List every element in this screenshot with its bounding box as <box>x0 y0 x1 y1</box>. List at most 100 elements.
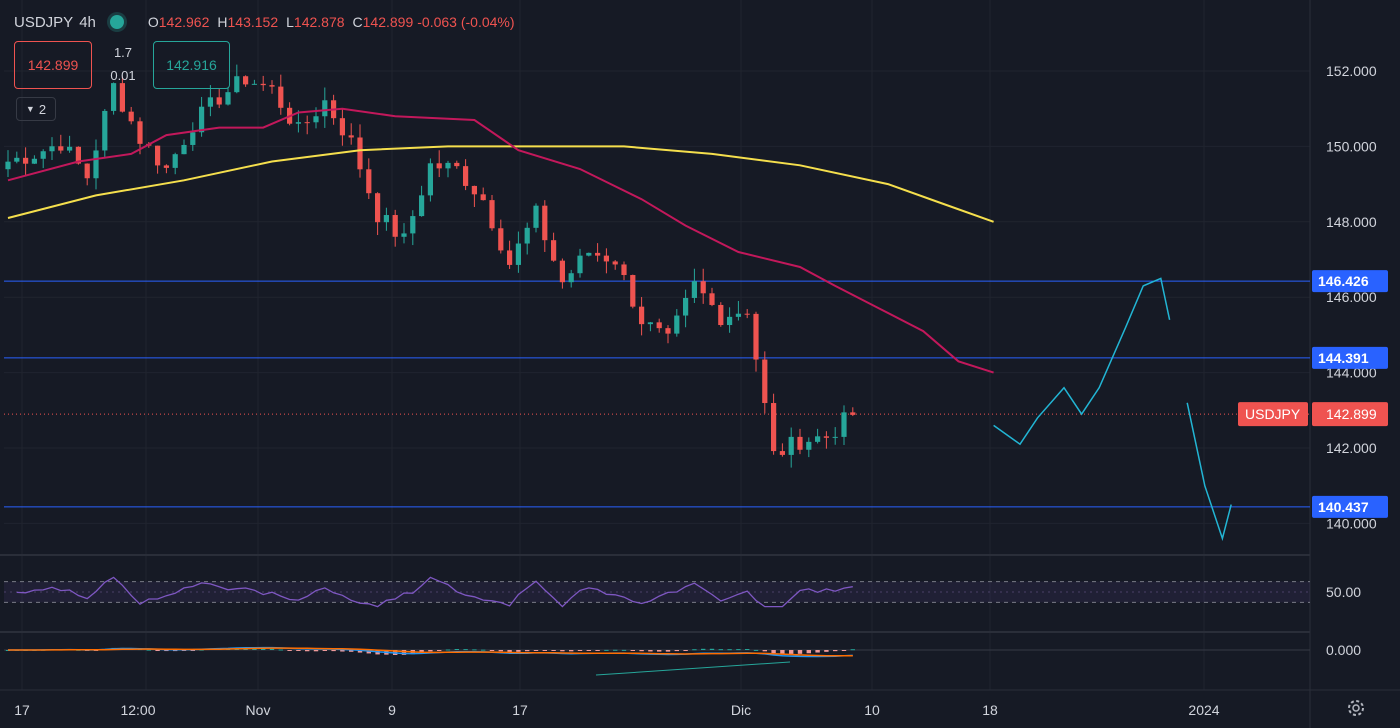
timeframe-label[interactable]: 4h <box>79 13 96 31</box>
sell-button[interactable]: 142.899 <box>14 41 92 89</box>
candle-body <box>102 110 108 151</box>
macd-histogram-bar <box>745 649 750 651</box>
symbol-price-tag <box>1238 402 1308 427</box>
candle-body <box>313 116 319 123</box>
macd-histogram-bar <box>701 648 706 650</box>
macd-histogram-bar <box>445 649 451 651</box>
order-size: 1.7 0.01 <box>100 41 146 87</box>
candle-body <box>815 436 821 442</box>
macd-histogram-bar <box>155 650 160 651</box>
macd-histogram-bar <box>630 650 635 651</box>
candle-body <box>58 146 64 151</box>
time-tick-label: 17 <box>512 702 528 718</box>
candle-body <box>375 193 381 223</box>
macd-tick-label: 0.000 <box>1326 642 1361 658</box>
current-price-tag <box>1312 402 1388 427</box>
candle-body <box>216 97 222 105</box>
level-price-tag[interactable] <box>1312 270 1388 293</box>
candle-body <box>163 165 169 168</box>
candle-body <box>577 255 583 274</box>
macd-histogram-bar <box>533 650 539 651</box>
level-price-tag[interactable] <box>1312 346 1388 369</box>
candle-body <box>243 76 249 85</box>
settings-gear-icon[interactable] <box>1348 700 1364 716</box>
buy-button[interactable]: 142.916 <box>153 41 230 89</box>
candle-body <box>225 92 231 105</box>
candle-body <box>674 315 680 334</box>
price-axis[interactable]: 152.000150.000148.000146.000144.000142.0… <box>1238 63 1388 658</box>
macd-histogram-bar <box>797 650 803 654</box>
candle-body <box>507 250 513 265</box>
macd-histogram-bar <box>692 649 697 651</box>
candle-body <box>727 316 733 326</box>
candle-body <box>172 154 178 168</box>
macd-histogram-bar <box>401 650 407 655</box>
symbol-legend: USDJPY 4h O 142.962 H 143.152 L 142.878 C 14… <box>14 8 519 36</box>
macd-histogram-bar <box>287 650 292 651</box>
market-status-icon <box>109 15 124 29</box>
candle-body <box>691 281 697 298</box>
candle-body <box>31 158 37 164</box>
candle-body <box>753 313 759 360</box>
price-tick-label: 142.000 <box>1326 440 1377 456</box>
indicators-toggle-button[interactable]: ▼ 2 <box>16 97 56 121</box>
rsi-line <box>16 576 853 608</box>
candle-body <box>463 166 469 186</box>
macd-histogram-bar <box>472 649 477 651</box>
macd-histogram-bar <box>463 649 468 651</box>
level-price-tag[interactable] <box>1312 495 1388 518</box>
spread-value: 1.7 <box>113 45 133 60</box>
candle-body <box>269 85 275 87</box>
candle-body <box>75 146 81 164</box>
candle-body <box>823 436 829 438</box>
quantity-value[interactable]: 0.01 <box>110 68 136 83</box>
macd-histogram-bar <box>269 648 275 650</box>
candle-body <box>40 151 46 159</box>
macd-histogram-bar <box>665 650 671 652</box>
candle-body <box>260 83 266 86</box>
candle-body <box>14 157 20 162</box>
macd-histogram-bar <box>454 649 459 651</box>
candle-body <box>788 436 794 455</box>
time-tick-label: 9 <box>388 702 396 718</box>
price-tick-label: 140.000 <box>1326 515 1377 531</box>
time-tick-label: Nov <box>246 702 271 718</box>
candle-body <box>348 135 354 138</box>
macd-histogram-bar <box>639 650 644 652</box>
candle-body <box>533 205 539 228</box>
macd-signal-line <box>8 647 853 657</box>
horizontal-lines[interactable] <box>4 280 1310 508</box>
time-tick-label: 17 <box>14 702 30 718</box>
candle-body <box>119 83 125 112</box>
candle-body <box>49 146 55 152</box>
candle-body <box>366 169 372 194</box>
macd-histogram-bar <box>569 650 574 652</box>
time-axis[interactable]: 17 12:00 Nov 9 17 Dic 10 18 2024 <box>14 700 1364 718</box>
candle-body <box>700 281 706 294</box>
time-tick-label: 2024 <box>1188 702 1219 718</box>
candle-body <box>709 293 715 305</box>
macd-histogram-bar <box>780 650 785 655</box>
candle-body <box>419 195 425 217</box>
sma-slow-line <box>7 145 994 223</box>
candle-body <box>445 162 451 169</box>
macd-histogram-bar <box>340 650 345 652</box>
change-value: -0.063 (-0.04%) <box>417 14 515 30</box>
candle-body <box>683 297 689 316</box>
symbol-name[interactable]: USDJPY <box>14 13 74 31</box>
projection-up-line <box>993 277 1171 446</box>
price-tick-label: 150.000 <box>1326 138 1377 154</box>
candle-body <box>551 240 557 261</box>
macd-histogram-bar <box>498 650 503 652</box>
candle-body <box>84 163 90 179</box>
time-tick-label: 10 <box>864 702 880 718</box>
macd-histogram-bar <box>595 650 600 651</box>
candle-body <box>155 145 161 166</box>
candle-body <box>383 215 389 223</box>
macd-histogram-bar <box>753 649 759 651</box>
current-price-label: 142.899 <box>1326 406 1377 422</box>
candle-body <box>806 441 812 450</box>
sma-fast-line <box>7 107 994 374</box>
candle-body <box>111 83 117 111</box>
